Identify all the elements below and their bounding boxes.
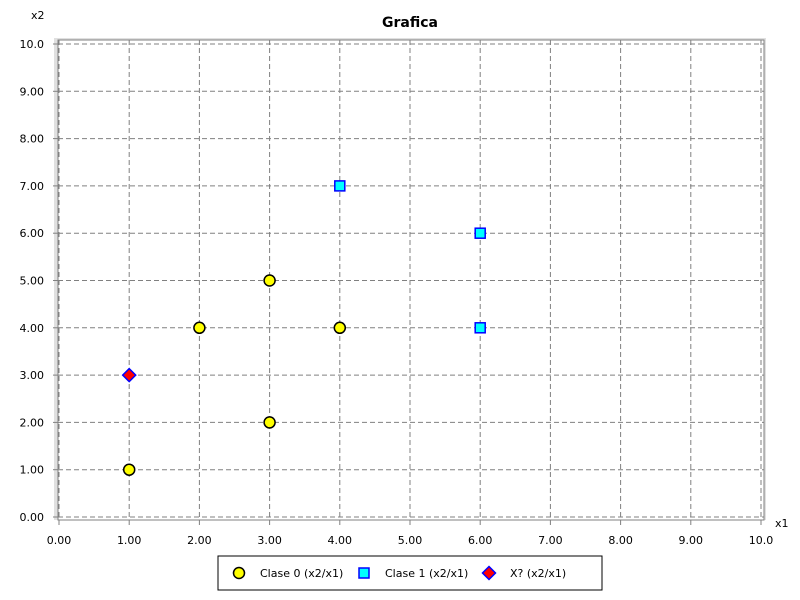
legend-label: X? (x2/x1) <box>510 567 566 580</box>
circle-point <box>333 321 347 335</box>
y-tick-label: 2.00 <box>20 416 45 429</box>
circle-point <box>263 274 276 287</box>
x-axis: 0.00 1.00 2.00 3.00 4.00 5.00 6.00 7.00 8.00 9.00… <box>47 520 774 547</box>
legend-box <box>217 555 603 591</box>
x-axis-label: x1 <box>775 517 789 530</box>
y-tick-label: 10.0 <box>20 38 45 51</box>
y-tick-label: 5.00 <box>20 275 45 288</box>
chart-title: Grafica <box>382 15 438 31</box>
x-tick-label: 2.00 <box>187 534 212 547</box>
legend-circle-icon <box>232 566 246 580</box>
x-tick-label: 4.00 <box>328 534 353 547</box>
x-tick-label: 1.00 <box>117 534 142 547</box>
x-tick-label: 5.00 <box>398 534 423 547</box>
y-tick-label: 3.00 <box>20 369 45 382</box>
x-tick-label: 0.00 <box>47 534 72 547</box>
y-axis-label: x2 <box>31 9 45 22</box>
x-tick-label: 3.00 <box>257 534 282 547</box>
square-point <box>474 322 486 334</box>
y-axis: 0.00 1.00 2.00 3.00 4.00 5.00 6.00 7.00 8.00 9.00… <box>20 38 58 524</box>
diamond-point <box>121 367 137 383</box>
y-tick-label: 1.00 <box>20 464 45 477</box>
y-tick-label: 8.00 <box>20 133 45 146</box>
y-tick-label: 0.00 <box>20 511 45 524</box>
circle-point <box>193 321 206 335</box>
y-tick-label: 7.00 <box>20 180 45 193</box>
legend: Clase 0 (x2/x1) Clase 1 (x2/x1) X? (x2/x1) <box>217 555 603 591</box>
y-tick-label: 6.00 <box>20 227 45 240</box>
legend-diamond-icon <box>481 565 497 581</box>
square-point <box>334 180 346 192</box>
y-tick-label: 9.00 <box>20 85 45 98</box>
x-tick-label: 9.00 <box>679 534 704 547</box>
x-tick-label: 6.00 <box>468 534 493 547</box>
circle-point <box>122 463 136 476</box>
legend-label: Clase 1 (x2/x1) <box>385 567 468 580</box>
legend-label: Clase 0 (x2/x1) <box>260 567 343 580</box>
legend-square-icon <box>358 567 370 579</box>
grid-lines <box>58 40 764 520</box>
x-tick-label: 7.00 <box>538 534 563 547</box>
data-points <box>121 180 486 476</box>
circle-point <box>263 416 276 429</box>
x-tick-label: 10.0 <box>749 534 774 547</box>
x-tick-label: 8.00 <box>608 534 633 547</box>
y-tick-label: 4.00 <box>20 322 45 335</box>
square-point <box>474 227 486 239</box>
